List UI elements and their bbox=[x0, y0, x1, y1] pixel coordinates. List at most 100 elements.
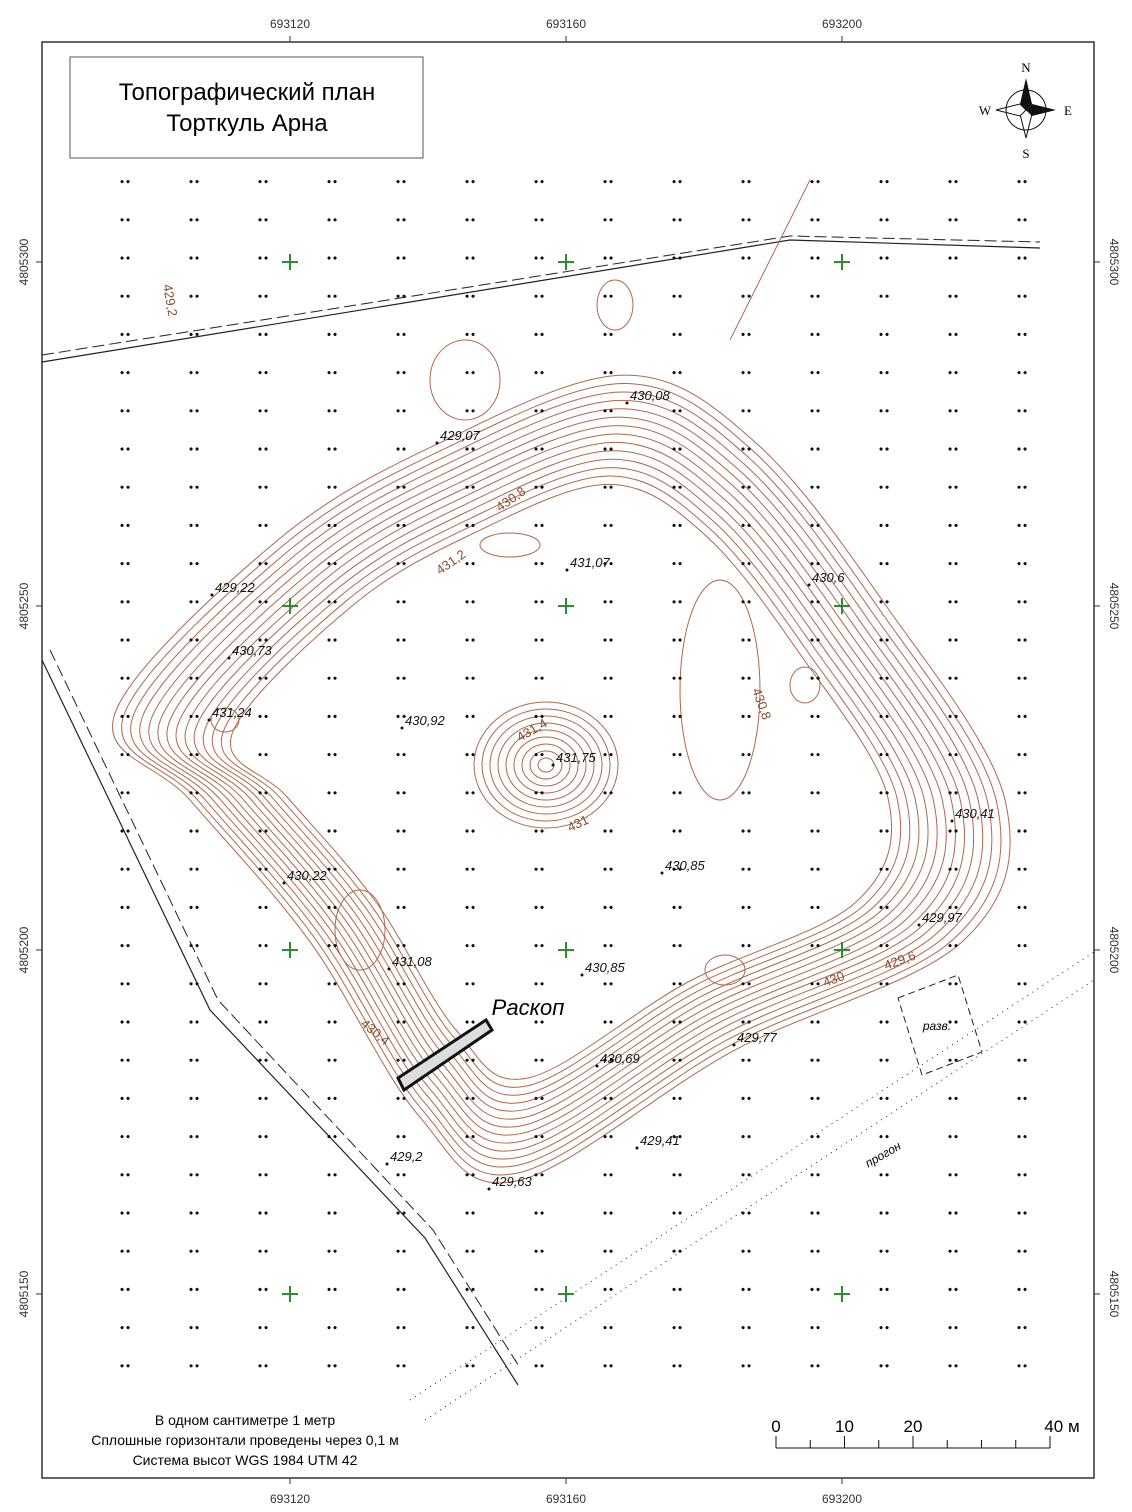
grid-cross bbox=[282, 254, 298, 270]
spot-height: 429,22 bbox=[215, 580, 256, 595]
pit-label: разв. bbox=[922, 1019, 951, 1033]
grid-cross bbox=[558, 1286, 574, 1302]
track-line bbox=[424, 979, 1095, 1421]
y-coord-label: 4805150 bbox=[1107, 1271, 1121, 1318]
scale-bar: 0 10 20 40 м bbox=[771, 1417, 1080, 1449]
spot-point bbox=[385, 1162, 389, 1166]
contours bbox=[112, 279, 1011, 1184]
contour-line bbox=[112, 374, 1011, 1184]
grid-cross bbox=[558, 254, 574, 270]
excavation-label: Раскоп bbox=[492, 995, 565, 1020]
contour-line bbox=[334, 889, 386, 971]
spot-point bbox=[660, 871, 664, 875]
contour-label: 431,2 bbox=[433, 547, 468, 578]
pit-outline bbox=[897, 974, 983, 1076]
contour-line bbox=[529, 750, 563, 780]
contour-line bbox=[157, 416, 966, 1144]
title: Топографический план bbox=[119, 79, 376, 106]
note: Система высот WGS 1984 UTM 42 bbox=[133, 1452, 358, 1468]
contour-line bbox=[210, 707, 240, 733]
road-edge bbox=[49, 649, 521, 1369]
contour-line bbox=[175, 433, 947, 1128]
y-coord-label: 4805200 bbox=[17, 926, 31, 973]
gully bbox=[729, 179, 811, 341]
scale-label: 0 bbox=[771, 1417, 780, 1436]
grid-cross bbox=[834, 942, 850, 958]
spot-height: 430,85 bbox=[585, 960, 626, 975]
spot-point bbox=[565, 568, 569, 572]
contour-line bbox=[229, 483, 893, 1080]
spot-height: 430,22 bbox=[287, 868, 328, 883]
spot-height: 429,97 bbox=[922, 910, 963, 925]
spot-point bbox=[207, 718, 211, 722]
spot-point bbox=[227, 656, 231, 660]
y-coord-label: 4805300 bbox=[1107, 239, 1121, 286]
x-coord-label: 693200 bbox=[822, 1492, 862, 1506]
contour-line bbox=[789, 666, 821, 704]
x-coord-label: 693160 bbox=[546, 1492, 586, 1506]
compass: N E S W bbox=[979, 60, 1072, 161]
contour-line bbox=[220, 475, 902, 1088]
spot-point bbox=[580, 973, 584, 977]
grid-cross bbox=[282, 1286, 298, 1302]
y-coord-label: 4805150 bbox=[17, 1270, 31, 1317]
road-edge bbox=[41, 235, 1041, 356]
spot-point bbox=[807, 583, 811, 587]
spot-height: 429,2 bbox=[390, 1149, 423, 1164]
contour-label: 431 bbox=[565, 812, 591, 835]
spot-point bbox=[210, 593, 214, 597]
title-box bbox=[69, 56, 424, 159]
spot-height: 431,75 bbox=[556, 750, 597, 765]
spot-height: 430,6 bbox=[812, 570, 845, 585]
compass-needle bbox=[1026, 104, 1056, 116]
compass-needle bbox=[1020, 78, 1032, 110]
note: Сплошные горизонтали проведены через 0,1… bbox=[91, 1432, 399, 1448]
contour-line bbox=[184, 441, 938, 1120]
grid-cross bbox=[834, 254, 850, 270]
contour-line bbox=[513, 736, 579, 794]
spot-height: 429,77 bbox=[737, 1030, 778, 1045]
grid-cross bbox=[558, 942, 574, 958]
grid-cross bbox=[282, 942, 298, 958]
contour-line bbox=[166, 425, 956, 1136]
contour-line bbox=[473, 701, 619, 829]
spot-height: 429,07 bbox=[440, 428, 481, 443]
contour-label: 430,4 bbox=[358, 1016, 393, 1048]
contour-line bbox=[148, 408, 975, 1152]
grid-cross bbox=[282, 598, 298, 614]
note: В одном сантиметре 1 метр bbox=[155, 1412, 336, 1428]
spot-point bbox=[387, 967, 391, 971]
spot-point bbox=[435, 441, 439, 445]
compass-label: W bbox=[979, 103, 992, 118]
contour-line bbox=[193, 450, 929, 1112]
contour-line bbox=[211, 467, 911, 1096]
contour-line bbox=[521, 743, 571, 787]
scale-label: 40 м bbox=[1044, 1417, 1079, 1436]
scale-label: 10 bbox=[835, 1417, 854, 1436]
y-coord-label: 4805250 bbox=[17, 582, 31, 629]
contour-label: 429,6 bbox=[882, 948, 918, 973]
x-coord-label: 693160 bbox=[546, 17, 586, 31]
contour-line bbox=[139, 399, 984, 1160]
contour-label: 430 bbox=[821, 968, 847, 990]
contour-line bbox=[679, 579, 761, 801]
spot-point bbox=[487, 1187, 491, 1191]
roads bbox=[41, 179, 1095, 1421]
track-label: прогон bbox=[863, 1139, 904, 1171]
contour-label: 430,8 bbox=[749, 686, 774, 722]
spot-height: 430,85 bbox=[665, 858, 706, 873]
spot-point bbox=[282, 881, 286, 885]
grid-crosses bbox=[282, 254, 850, 1302]
spot-point bbox=[635, 1146, 639, 1150]
title: Торткуль Арна bbox=[166, 110, 328, 137]
map-frame bbox=[41, 41, 1095, 1479]
excavation bbox=[396, 1017, 495, 1093]
y-coord-label: 4805200 bbox=[1107, 927, 1121, 974]
road bbox=[41, 659, 519, 1386]
contour-line bbox=[596, 279, 634, 331]
contour-line bbox=[489, 715, 603, 815]
grid-cross bbox=[834, 1286, 850, 1302]
grid-cross bbox=[558, 598, 574, 614]
spot-height: 430,73 bbox=[232, 643, 273, 658]
contour-line bbox=[479, 532, 541, 558]
